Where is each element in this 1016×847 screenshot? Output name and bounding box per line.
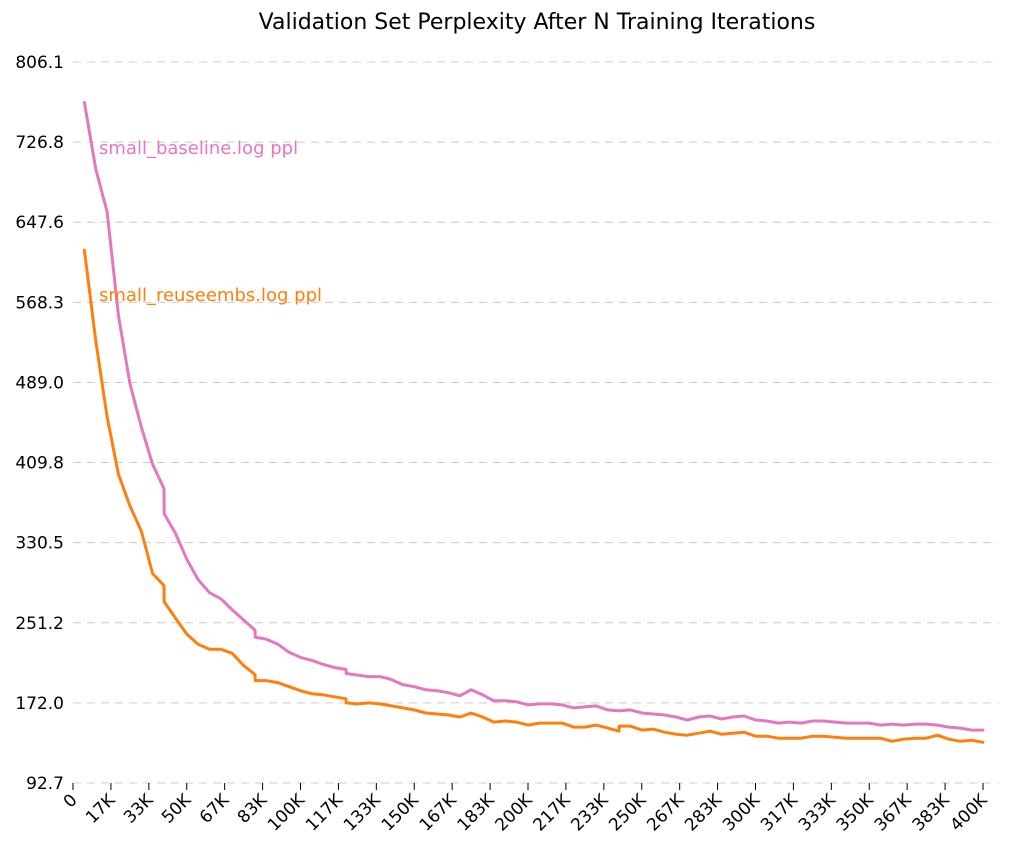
x-tick-label: 200K bbox=[492, 790, 538, 836]
x-tick-label: 150K bbox=[378, 790, 424, 836]
series-lines bbox=[82, 101, 985, 744]
x-tick-label: 300K bbox=[719, 790, 765, 836]
x-tick-label: 317K bbox=[757, 790, 803, 836]
y-tick-label: 172.0 bbox=[15, 694, 64, 714]
x-tick-label: 233K bbox=[567, 790, 613, 836]
series-label-1: small_baseline.log ppl bbox=[99, 138, 298, 159]
x-tick-label: 183K bbox=[454, 790, 500, 836]
x-tick-label: 50K bbox=[158, 790, 196, 828]
x-tick-label: 117K bbox=[302, 790, 348, 836]
x-tick-label: 100K bbox=[264, 790, 310, 836]
x-tick-label: 350K bbox=[833, 790, 879, 836]
series-line-1 bbox=[82, 101, 985, 732]
x-axis-ticks: 0 17K 33K 50K 67K 83K100K117K133K150K167K183K… bbox=[60, 783, 992, 835]
x-tick-label: 367K bbox=[871, 790, 917, 836]
x-tick-label: 333K bbox=[795, 790, 841, 836]
x-tick-label: 250K bbox=[605, 790, 651, 836]
y-tick-label: 489.0 bbox=[15, 373, 64, 393]
y-tick-label: 330.5 bbox=[15, 534, 64, 554]
y-axis-ticks: 806.1 726.8 647.6 568.3 489.0 409.8 330.5 251.2… bbox=[15, 53, 64, 794]
y-tick-label: 568.3 bbox=[15, 293, 64, 313]
x-tick-label: 133K bbox=[340, 790, 386, 836]
x-tick-label: 167K bbox=[416, 790, 462, 836]
y-tick-label: 92.7 bbox=[26, 774, 64, 794]
x-tick-label: 267K bbox=[643, 790, 689, 836]
x-tick-label: 67K bbox=[196, 790, 234, 828]
x-tick-label: 0 bbox=[60, 790, 82, 812]
series-line-2 bbox=[82, 248, 985, 744]
series-label-2: small_reuseembs.log ppl bbox=[99, 285, 322, 306]
x-tick-label: 400K bbox=[947, 790, 993, 836]
y-tick-label: 409.8 bbox=[15, 454, 64, 474]
y-tick-label: 647.6 bbox=[15, 213, 64, 233]
y-tick-label: 726.8 bbox=[15, 133, 64, 153]
x-tick-label: 33K bbox=[120, 790, 158, 828]
y-tick-label: 806.1 bbox=[15, 53, 64, 73]
chart-title: Validation Set Perplexity After N Traini… bbox=[259, 10, 816, 35]
gridlines bbox=[73, 61, 998, 784]
x-tick-label: 17K bbox=[82, 790, 120, 828]
x-tick-label: 283K bbox=[681, 790, 727, 836]
y-tick-label: 251.2 bbox=[15, 614, 64, 634]
series-labels: small_baseline.log ppl small_reuseembs.lo… bbox=[99, 138, 322, 306]
x-tick-label: 217K bbox=[529, 790, 575, 836]
x-tick-label: 383K bbox=[909, 790, 955, 836]
